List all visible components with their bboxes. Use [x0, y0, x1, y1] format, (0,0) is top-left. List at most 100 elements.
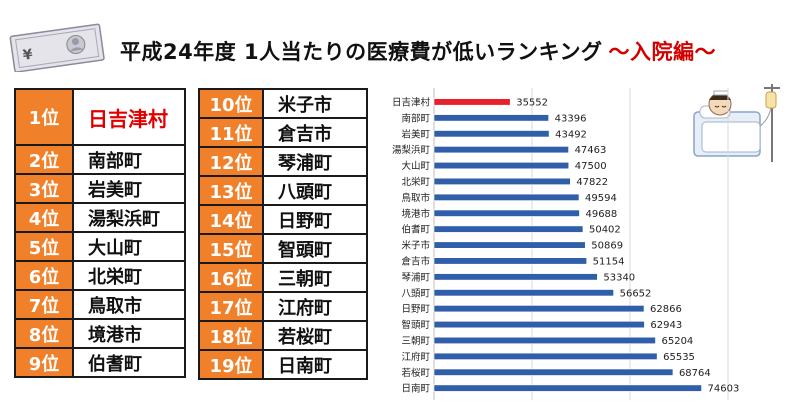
data-label: 74603: [708, 384, 740, 395]
bar: [433, 321, 645, 329]
category-label: 南部町: [401, 112, 430, 124]
page-title: 平成24年度 1人当たりの医療費が低いランキング ～入院編～: [120, 36, 716, 66]
title-main: 平成24年度 1人当たりの医療費が低いランキング: [120, 40, 603, 64]
data-label: 65204: [661, 336, 693, 347]
rank-row: 17位 江府町: [198, 291, 368, 322]
rank-row: 12位 琴浦町: [198, 146, 368, 177]
category-label: 境港市: [401, 208, 430, 220]
rank-row: 11位 倉吉市: [198, 117, 368, 148]
data-label: 49594: [585, 193, 617, 204]
rank-row: 6位 北栄町: [14, 260, 186, 291]
ranking-table-right: 10位 米子市 11位 倉吉市 12位 琴浦町 13位 八頭町 14位 日野町 15位 智頭町 16位三…: [198, 88, 368, 380]
title-area: ¥ 平成24年度 1人当たりの医療費が低いランキング ～入院編～: [0, 0, 804, 80]
ranking-table-left: 1位 日吉津村 2位 南部町 3位 岩美町 4位 湯梨浜町 5位 大山町 6位 北栄町 7位 鳥取市 8位境…: [14, 88, 186, 378]
rank-cell: 10位: [198, 88, 264, 119]
rank-cell: 19位: [198, 349, 264, 380]
rank-row: 9位 伯耆町: [14, 347, 186, 378]
bar: [433, 241, 586, 249]
data-label: 65535: [663, 352, 695, 363]
rank-row: 14位 日野町: [198, 204, 368, 235]
category-label: 三朝町: [401, 336, 430, 347]
municipality-name: 江府町: [262, 291, 368, 322]
rank-cell: 3位: [14, 173, 74, 204]
rank-cell: 11位: [198, 117, 264, 148]
rank-cell: 18位: [198, 320, 264, 351]
chart: 20000400006000080000円日吉津村35552南部町43396岩美…: [392, 88, 740, 401]
category-label: 大山町: [401, 160, 430, 172]
rank-row: 18位 若桜町: [198, 320, 368, 351]
bar: [433, 209, 580, 217]
bar: [433, 225, 584, 233]
category-label: 八頭町: [401, 288, 430, 299]
rank-row: 8位 境港市: [14, 318, 186, 349]
rank-cell: 17位: [198, 291, 264, 322]
data-label: 62943: [650, 320, 682, 331]
data-label: 35552: [516, 97, 548, 108]
rank-row: 13位 八頭町: [198, 175, 368, 206]
rank-row: 10位 米子市: [198, 88, 368, 119]
data-label: 56652: [620, 288, 652, 299]
rank-cell: 6位: [14, 260, 74, 291]
bar: [433, 368, 674, 376]
data-label: 49688: [585, 209, 617, 220]
municipality-name: 八頭町: [262, 175, 368, 206]
category-label: 琴浦町: [401, 271, 430, 283]
municipality-name: 湯梨浜町: [72, 202, 186, 233]
category-label: 米子市: [401, 240, 430, 252]
bar: [433, 130, 550, 138]
data-label: 43396: [555, 113, 587, 124]
bar: [433, 305, 645, 313]
municipality-name: 三朝町: [262, 262, 368, 293]
rank-cell: 15位: [198, 233, 264, 264]
data-label: 53340: [603, 272, 635, 283]
category-label: 若桜町: [401, 367, 430, 379]
rank-cell: 8位: [14, 318, 74, 349]
municipality-name: 日吉津村: [72, 88, 186, 146]
rank-cell: 9位: [14, 347, 74, 378]
bar: [433, 257, 587, 265]
rank-cell: 4位: [14, 202, 74, 233]
municipality-name: 日南町: [262, 349, 368, 380]
municipality-name: 琴浦町: [262, 146, 368, 177]
municipality-name: 北栄町: [72, 260, 186, 291]
bar: [433, 289, 614, 297]
rank-cell: 12位: [198, 146, 264, 177]
category-label: 伯耆町: [401, 224, 430, 236]
category-label: 湯梨浜町: [392, 144, 431, 156]
rank-row: 2位 南部町: [14, 144, 186, 175]
rank-cell: 1位: [14, 88, 74, 146]
municipality-name: 倉吉市: [262, 117, 368, 148]
rank-row: 5位 大山町: [14, 231, 186, 262]
svg-text:¥: ¥: [22, 47, 34, 64]
category-label: 日南町: [401, 383, 430, 395]
bar: [433, 114, 549, 122]
category-label: 倉吉市: [401, 255, 430, 267]
title-sub: ～入院編～: [608, 40, 717, 64]
municipality-name: 鳥取市: [72, 289, 186, 320]
municipality-name: 南部町: [72, 144, 186, 175]
bar: [433, 193, 580, 201]
category-label: 日吉津村: [392, 96, 431, 108]
municipality-name: 智頭町: [262, 233, 368, 264]
category-label: 智頭町: [401, 319, 430, 331]
rank-cell: 16位: [198, 262, 264, 293]
rank-row: 3位 岩美町: [14, 173, 186, 204]
municipality-name: 大山町: [72, 231, 186, 262]
bar: [433, 352, 658, 360]
banknote-icon: ¥: [9, 23, 105, 72]
category-label: 江府町: [401, 351, 430, 363]
data-label: 51154: [593, 256, 625, 267]
rank-cell: 13位: [198, 175, 264, 206]
bar: [433, 336, 656, 345]
rank-row: 15位 智頭町: [198, 233, 368, 264]
data-label: 43492: [555, 129, 587, 140]
rank-row: 4位 湯梨浜町: [14, 202, 186, 233]
data-label: 50402: [589, 225, 621, 236]
category-label: 日野町: [401, 304, 430, 315]
rank-cell: 7位: [14, 289, 74, 320]
bar: [433, 177, 571, 185]
municipality-name: 米子市: [262, 88, 368, 119]
bar: [433, 98, 511, 106]
bar: [433, 162, 570, 170]
rank-cell: 14位: [198, 204, 264, 235]
